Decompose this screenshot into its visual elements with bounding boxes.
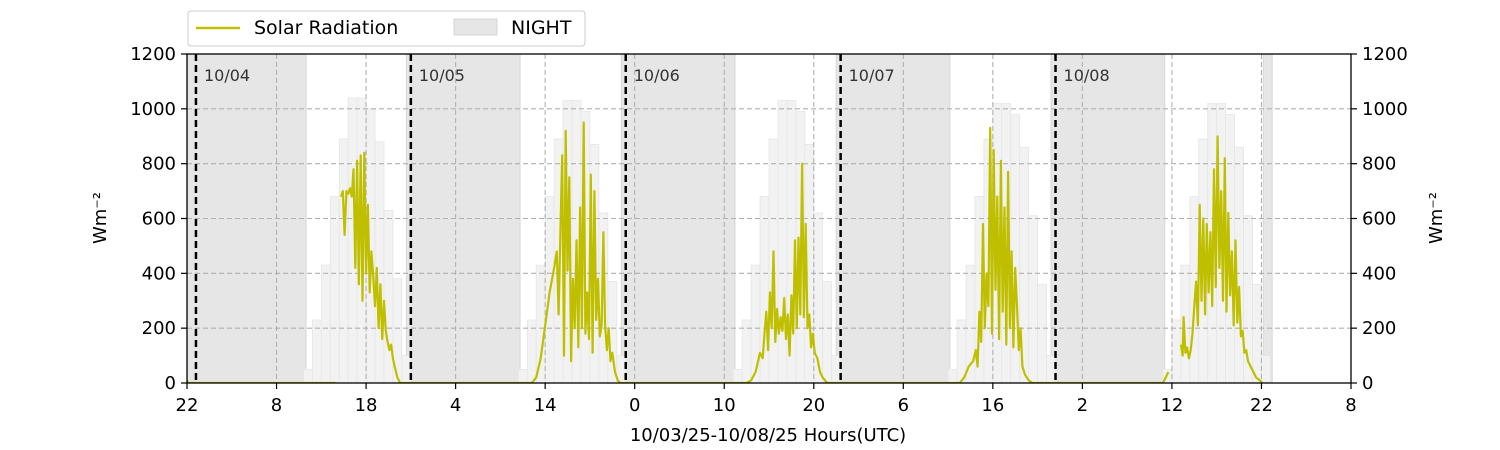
y-tick-label-left-1: 200 — [142, 318, 176, 339]
clear-sky-bar-0-0 — [302, 368, 313, 384]
day-boundary-layer: 10/04 10/05 10/06 10/07 10/08 — [194, 54, 1110, 383]
x-axis-title: 10/03/25-10/08/25 Hours(UTC) — [630, 425, 906, 446]
clear-sky-bar-0-4 — [338, 138, 349, 384]
y-tick-label-right-5: 1000 — [1362, 99, 1408, 120]
y-tick-label-left-2: 400 — [142, 263, 176, 284]
clear-sky-bar-0-1 — [311, 319, 322, 384]
legend: Solar Radiation NIGHT — [187, 10, 586, 47]
day-boundary-label-1: 10/05 — [419, 66, 465, 85]
clear-sky-bar-4-10 — [1252, 283, 1262, 384]
y-tick-label-right-4: 800 — [1362, 154, 1396, 175]
legend-solar-label: Solar Radiation — [254, 17, 398, 39]
clear-sky-bar-1-1 — [526, 319, 537, 384]
y-tick-label-left-0: 0 — [165, 373, 176, 394]
series-line-solar-radiation-seg-2 — [1179, 135, 1264, 383]
x-tick-label-13: 8 — [1345, 395, 1356, 416]
x-tick-label-6: 10 — [713, 395, 736, 416]
legend-night-label: NIGHT — [511, 17, 572, 39]
clear-sky-bar-4-2 — [1180, 264, 1191, 384]
clear-sky-bar-3-11 — [1046, 355, 1056, 384]
clear-sky-bar-0-3 — [329, 196, 340, 384]
x-tick-label-3: 4 — [450, 395, 461, 416]
clear-sky-bar-2-11 — [831, 355, 842, 384]
clear-sky-bar-3-0 — [947, 368, 958, 384]
series-line-solar-radiation-seg-1 — [339, 121, 1170, 383]
x-tick-label-1: 8 — [271, 395, 282, 416]
clear-sky-bar-0-2 — [320, 264, 331, 384]
x-tick-label-2: 18 — [355, 395, 378, 416]
clear-sky-bar-3-10 — [1037, 283, 1047, 384]
x-tick-label-4: 14 — [534, 395, 557, 416]
clear-sky-bar-3-9 — [1028, 215, 1039, 384]
clear-sky-bar-2-1 — [741, 319, 752, 384]
day-boundary-label-3: 10/07 — [849, 66, 895, 85]
clear-sky-bar-0-9 — [383, 209, 394, 384]
clear-sky-bar-3-1 — [956, 319, 967, 384]
clear-sky-bar-4-11 — [1261, 355, 1271, 384]
y-axis-title-left: Wm⁻² — [90, 192, 111, 244]
clear-sky-bar-4-1 — [1171, 319, 1182, 384]
y-tick-label-left-6: 1200 — [130, 44, 176, 65]
x-tick-label-5: 0 — [629, 395, 640, 416]
day-boundary-label-0: 10/04 — [204, 66, 250, 85]
x-tick-label-0: 22 — [176, 395, 199, 416]
y-tick-label-right-2: 400 — [1362, 263, 1396, 284]
y-tick-label-left-3: 600 — [142, 209, 176, 230]
x-tick-label-7: 20 — [802, 395, 825, 416]
y-tick-label-right-0: 0 — [1362, 373, 1373, 394]
clear-sky-bar-2-10 — [822, 281, 833, 384]
x-tick-label-9: 16 — [981, 395, 1004, 416]
clear-sky-bar-2-5 — [777, 100, 788, 384]
y-axis-title-right: Wm⁻² — [1426, 192, 1447, 244]
clear-sky-bar-0-11 — [401, 355, 412, 384]
y-tick-label-left-4: 800 — [142, 154, 176, 175]
clear-sky-bar-2-2 — [750, 264, 761, 384]
x-tick-label-12: 22 — [1250, 395, 1273, 416]
y-tick-label-left-5: 1000 — [130, 99, 176, 120]
legend-night-swatch — [453, 18, 498, 36]
y-tick-label-right-3: 600 — [1362, 209, 1396, 230]
clear-sky-bar-1-2 — [535, 264, 546, 384]
clear-sky-bar-2-0 — [732, 368, 743, 384]
x-tick-label-8: 6 — [898, 395, 909, 416]
y-tick-label-right-1: 200 — [1362, 318, 1396, 339]
x-tick-label-10: 2 — [1077, 395, 1088, 416]
clear-sky-bar-2-9 — [813, 212, 824, 384]
day-boundary-label-4: 10/08 — [1064, 66, 1110, 85]
day-boundary-label-2: 10/06 — [634, 66, 680, 85]
clear-sky-bar-0-8 — [374, 141, 385, 384]
clear-sky-bar-1-0 — [517, 368, 528, 384]
y-tick-label-right-6: 1200 — [1362, 44, 1408, 65]
x-tick-label-11: 12 — [1160, 395, 1183, 416]
